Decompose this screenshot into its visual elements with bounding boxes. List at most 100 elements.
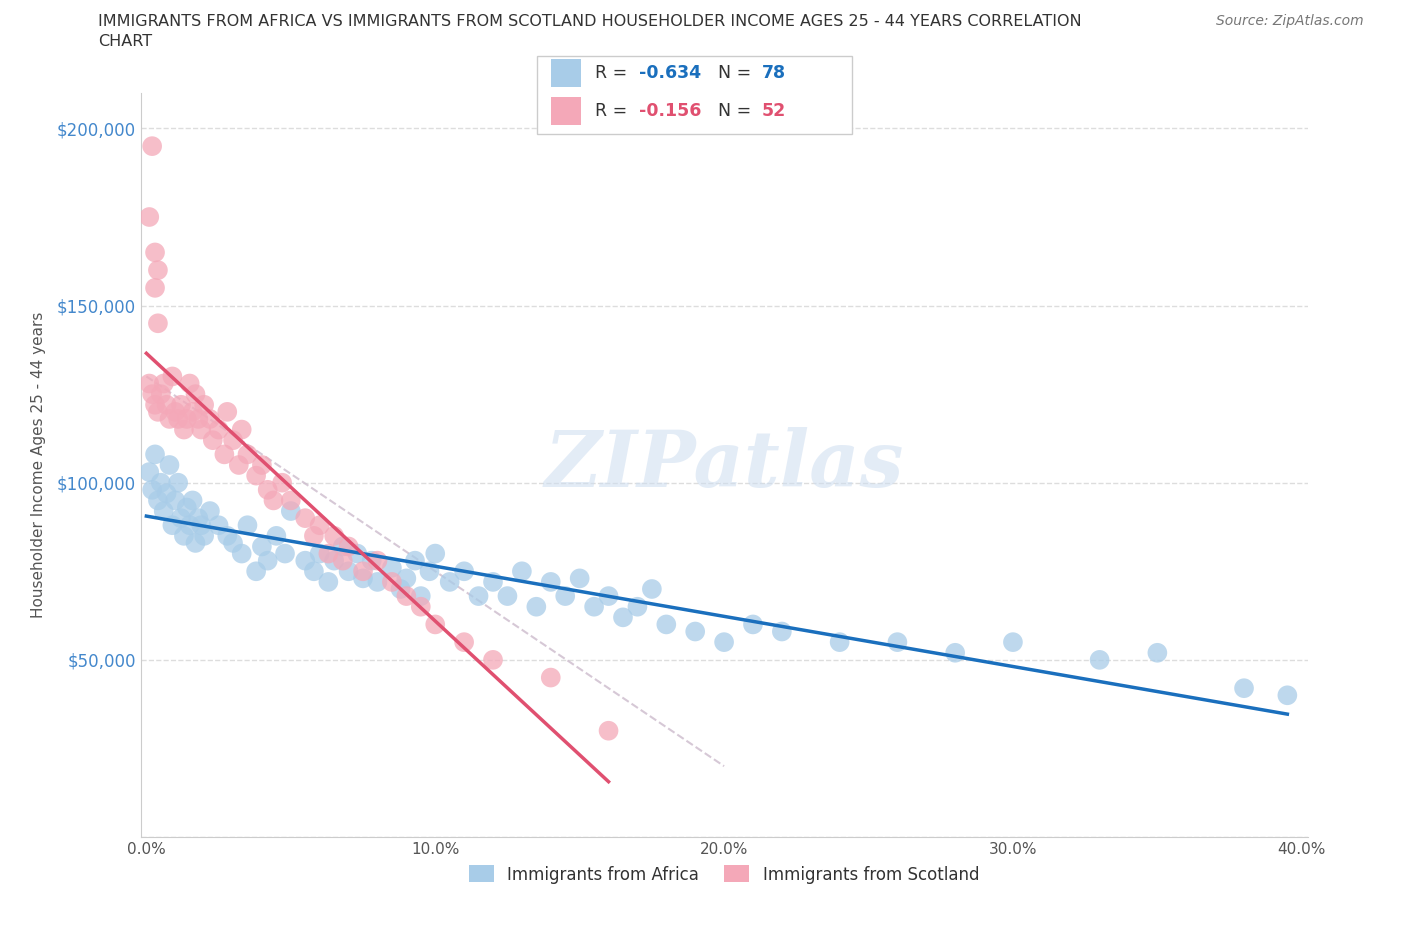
Point [770,624,793,639]
Point [612,610,634,625]
Point [318,575,340,590]
Point [138,465,160,480]
Text: IMMIGRANTS FROM AFRICA VS IMMIGRANTS FROM SCOTLAND HOUSEHOLDER INCOME AGES 25 - : IMMIGRANTS FROM AFRICA VS IMMIGRANTS FRO… [98,14,1083,29]
Point [568,571,591,586]
Point [1001,634,1024,649]
Legend: Immigrants from Africa, Immigrants from Scotland: Immigrants from Africa, Immigrants from … [461,857,987,892]
Point [1146,645,1168,660]
Point [655,617,678,631]
Point [828,634,851,649]
Text: Source: ZipAtlas.com: Source: ZipAtlas.com [1216,14,1364,28]
Point [713,634,735,649]
Point [214,447,236,462]
Point [201,432,224,447]
Point [381,560,404,575]
FancyBboxPatch shape [551,59,581,87]
Point [146,316,169,331]
Point [159,411,181,426]
Point [496,589,519,604]
Point [1277,688,1299,703]
Point [141,483,163,498]
Text: ZIPatlas: ZIPatlas [544,427,904,503]
Point [152,504,174,519]
Point [453,634,475,649]
Text: -0.634: -0.634 [638,64,702,82]
Point [170,511,193,525]
Point [176,411,198,426]
Point [187,511,209,525]
Point [149,475,172,490]
Point [165,493,187,508]
Point [352,571,374,586]
Point [409,589,432,604]
Point [266,528,288,543]
Point [641,581,664,596]
Point [190,518,212,533]
Point [207,422,229,437]
Point [554,589,576,604]
FancyBboxPatch shape [551,97,581,125]
Point [683,624,706,639]
Point [173,528,195,543]
Point [332,539,354,554]
Point [360,553,382,568]
Point [467,589,489,604]
Point [425,617,447,631]
Point [308,518,330,533]
Point [181,493,204,508]
Point [524,599,547,614]
Point [598,724,620,738]
Y-axis label: Householder Income Ages 25 - 44 years: Householder Income Ages 25 - 44 years [31,312,45,618]
Point [141,387,163,402]
Point [173,422,195,437]
Point [886,634,908,649]
Point [346,546,368,561]
Point [271,475,294,490]
Point [409,599,432,614]
Point [143,447,166,462]
Point [167,411,190,426]
Point [231,546,253,561]
Point [193,528,215,543]
Point [280,493,302,508]
Point [1233,681,1256,696]
Point [190,422,212,437]
Point [184,536,207,551]
Point [274,546,297,561]
Point [250,539,273,554]
Point [294,553,316,568]
Point [222,432,245,447]
Point [236,447,259,462]
Point [302,564,325,578]
Text: N =: N = [718,64,756,82]
Point [138,209,160,224]
Point [323,553,346,568]
Point [256,483,278,498]
Point [179,518,201,533]
Point [245,468,267,483]
Text: 78: 78 [762,64,786,82]
Point [155,485,177,500]
Point [352,564,374,578]
Point [159,458,181,472]
Point [198,504,221,519]
Point [626,599,648,614]
Point [146,493,169,508]
Point [149,387,172,402]
Point [294,511,316,525]
Point [439,575,461,590]
Point [337,564,360,578]
Point [482,575,505,590]
Point [228,458,250,472]
Point [540,671,562,685]
Point [231,422,253,437]
Point [245,564,267,578]
Point [170,397,193,412]
Point [181,405,204,419]
Point [742,617,765,631]
Point [395,589,418,604]
Text: 52: 52 [762,102,786,120]
Point [308,546,330,561]
Point [143,281,166,296]
Text: N =: N = [718,102,756,120]
